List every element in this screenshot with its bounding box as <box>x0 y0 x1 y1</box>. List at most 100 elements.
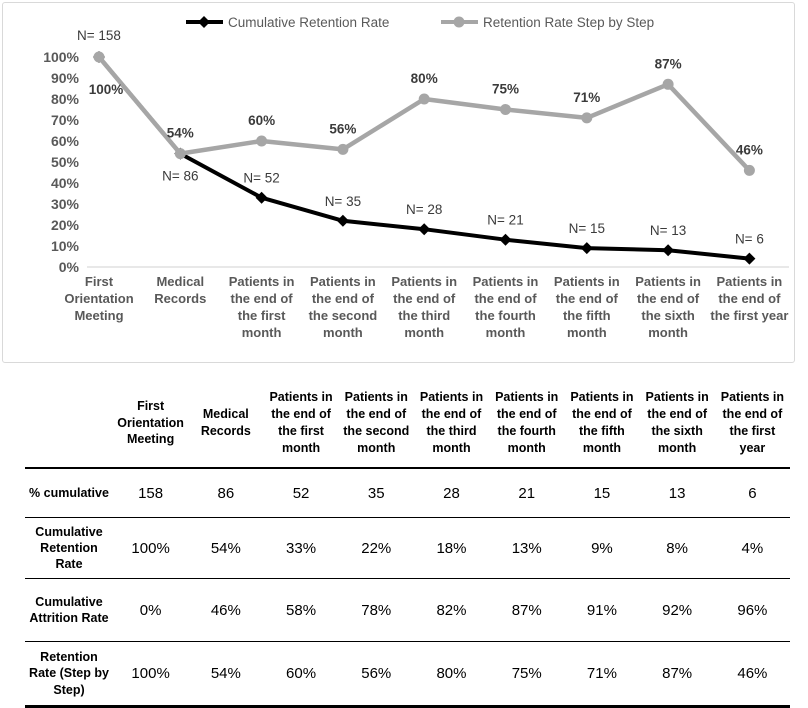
diamond-marker <box>255 191 268 204</box>
cell-value: 78% <box>338 578 414 642</box>
column-header: Patients in the end of the fourth month <box>489 379 565 469</box>
diamond-marker <box>336 214 349 227</box>
point-label: 100% <box>89 82 124 97</box>
y-axis: 100% 90% 80% 70% 60% 50% 40% 30% 20% 10% 0% <box>43 49 79 275</box>
point-label: N= 35 <box>325 194 361 209</box>
svg-text:the end of: the end of <box>556 291 619 306</box>
cell-value: 46% <box>714 641 790 707</box>
svg-text:month: month <box>567 325 607 340</box>
point-label: 87% <box>655 56 682 71</box>
column-header: Patients in the end of the second month <box>338 379 414 469</box>
svg-text:the end of: the end of <box>637 291 700 306</box>
svg-text:the end of: the end of <box>393 291 456 306</box>
cell-value: 15 <box>593 484 611 502</box>
svg-text:Patients in: Patients in <box>229 274 295 289</box>
svg-text:First: First <box>85 274 114 289</box>
svg-text:Patients in: Patients in <box>310 274 376 289</box>
retention-line-chart: 100% 90% 80% 70% 60% 50% 40% 30% 20% 10% 0% First Or… <box>2 2 795 363</box>
svg-text:the end of: the end of <box>231 291 294 306</box>
circle-marker <box>174 148 186 160</box>
diamond-marker <box>418 223 431 236</box>
cell-value: 92% <box>639 578 715 642</box>
circle-marker <box>500 104 511 115</box>
column-header: Medical Records <box>188 379 264 469</box>
cell-value: 158 <box>138 484 164 502</box>
circle-marker <box>337 143 349 155</box>
row-label: % cumulative <box>29 485 109 500</box>
circle-marker <box>93 51 105 63</box>
cell-value: 13 <box>668 484 686 502</box>
x-tick-label: Patients in the end of the first month <box>229 274 295 340</box>
circle-marker <box>662 78 674 90</box>
cell-value: 0% <box>113 578 189 642</box>
point-label: N= 52 <box>243 171 279 186</box>
cell-value: 58% <box>263 578 339 642</box>
point-label: N= 6 <box>735 232 764 247</box>
point-label: N= 13 <box>650 223 686 238</box>
series-labels: 100% 54% 60% 56% 80% 75% 71% 87% 46% <box>89 56 763 157</box>
retention-data-table-wrap: First Orientation Meeting Medical Records… <box>25 379 790 708</box>
table-row: % cumulative 158 86 52 35 28 21 15 13 6 <box>25 468 790 518</box>
table-row: Cumulative Attrition Rate 0% 46% 58% 78% 82% 8… <box>25 578 790 642</box>
header-empty-cell <box>25 379 113 469</box>
cell-value: 56% <box>338 641 414 707</box>
y-tick-label: 50% <box>51 154 80 170</box>
x-tick-label: Patients in the end of the fifth month <box>554 274 620 340</box>
series-labels: N= 158 N= 86 N= 52 N= 35 N= 28 N= 21 N= 15 N= 1… <box>77 28 764 247</box>
circle-marker <box>453 16 465 28</box>
legend-item[interactable]: Cumulative Retention Rate <box>186 15 389 30</box>
cell-value: 22% <box>338 517 414 579</box>
circle-marker <box>418 93 430 105</box>
svg-text:the fourth: the fourth <box>475 308 536 323</box>
cell-value: 87% <box>639 641 715 707</box>
cell-value: 35 <box>367 484 385 502</box>
cell-value: 9% <box>564 517 640 579</box>
y-tick-label: 90% <box>51 70 80 86</box>
point-label: 80% <box>411 71 438 86</box>
column-header: Patients in the end of the third month <box>413 379 490 469</box>
chart-canvas: 100% 90% 80% 70% 60% 50% 40% 30% 20% 10% 0% First Or… <box>43 15 789 340</box>
cell-value: 91% <box>564 578 640 642</box>
svg-text:the third: the third <box>398 308 450 323</box>
cell-value: 87% <box>489 578 565 642</box>
svg-text:Patients in: Patients in <box>717 274 783 289</box>
cell-value: 6 <box>748 484 757 502</box>
x-tick-label: Patients in the end of the third month <box>391 274 457 340</box>
svg-text:month: month <box>486 325 526 340</box>
point-label: 54% <box>167 126 194 141</box>
point-label: 60% <box>248 113 275 128</box>
cell-value: 4% <box>714 517 790 579</box>
row-label: Retention Rate (Step by Step) <box>25 641 113 707</box>
y-tick-label: 60% <box>51 133 80 149</box>
cell-value: 46% <box>188 578 264 642</box>
x-tick-label: Patients in the end of the first year <box>710 274 788 323</box>
svg-text:Records: Records <box>154 291 206 306</box>
cell-value: 33% <box>263 517 339 579</box>
svg-text:Orientation: Orientation <box>64 291 133 306</box>
x-axis: First Orientation Meeting Medical Records Pat… <box>64 274 788 340</box>
table-row: Cumulative Retention Rate 100% 54% 33% 22% 18… <box>25 517 790 579</box>
x-tick-label: Patients in the end of the second month <box>309 274 378 340</box>
circle-marker <box>581 112 593 124</box>
y-tick-label: 10% <box>51 238 80 254</box>
y-tick-label: 80% <box>51 91 80 107</box>
series-retention-rate-step-by-step <box>93 51 755 176</box>
y-tick-label: 70% <box>51 112 80 128</box>
svg-text:Patients in: Patients in <box>473 274 539 289</box>
cell-value: 54% <box>188 517 264 579</box>
svg-text:month: month <box>648 325 688 340</box>
x-tick-label: Medical Records <box>154 274 206 306</box>
cell-value: 8% <box>639 517 715 579</box>
column-header: Patients in the end of the first year <box>714 379 790 469</box>
diamond-marker <box>198 16 210 28</box>
column-header: Patients in the end of the sixth month <box>639 379 715 469</box>
cell-value: 28 <box>443 484 460 502</box>
x-tick-label: First Orientation Meeting <box>64 274 133 323</box>
column-header: First Orientation Meeting <box>113 379 189 469</box>
x-tick-label: Patients in the end of the fourth month <box>473 274 539 340</box>
svg-text:the fifth: the fifth <box>563 308 611 323</box>
cell-value: 60% <box>263 641 339 707</box>
svg-text:month: month <box>242 325 282 340</box>
legend-item[interactable]: Retention Rate Step by Step <box>441 15 654 30</box>
cell-value: 21 <box>518 484 536 502</box>
